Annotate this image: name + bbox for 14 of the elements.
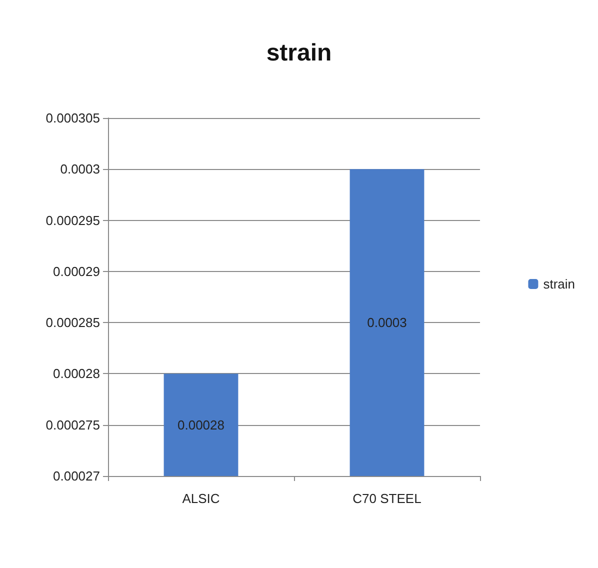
y-tick-label: 0.00027 <box>53 468 100 484</box>
y-tick-label: 0.000275 <box>46 417 100 432</box>
chart-title: strain <box>266 40 332 66</box>
x-tick-label: ALSIC <box>182 491 220 506</box>
y-tick-label: 0.00029 <box>53 264 100 279</box>
data-label: 0.00028 <box>178 417 224 432</box>
y-tick-label: 0.000285 <box>46 315 100 330</box>
y-tick-label: 0.0003 <box>60 162 100 177</box>
x-tick-label: C70 STEEL <box>352 491 422 506</box>
y-tick-label: 0.000305 <box>46 110 100 126</box>
y-tick-label: 0.000295 <box>46 212 100 228</box>
y-tick-label: 0.00028 <box>53 366 100 382</box>
legend-label: strain <box>543 276 576 292</box>
data-label: 0.0003 <box>367 315 407 330</box>
